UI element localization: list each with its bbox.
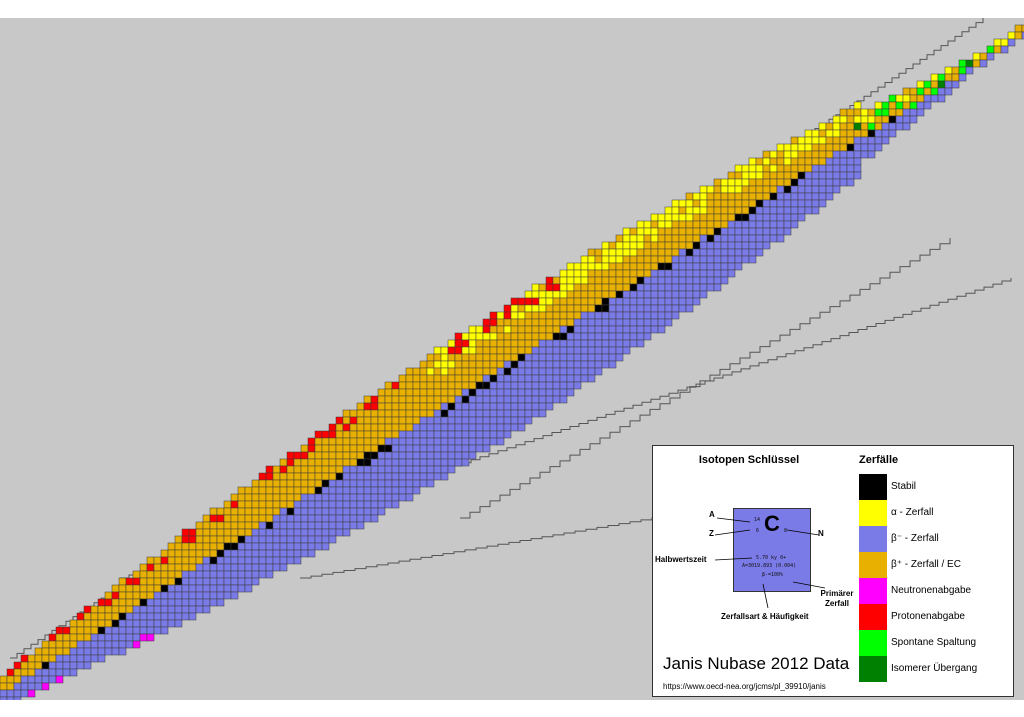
data-source-url: https://www.oecd-nea.org/jcms/pl_39910/j…	[663, 682, 826, 691]
proton-swatch	[859, 604, 887, 630]
legend-label-beta-minus: β⁻ - Zerfall	[891, 533, 939, 544]
nuclide-chart-area	[0, 18, 1024, 700]
decay-modes-title: Zerfälle	[859, 454, 899, 466]
alpha-swatch	[859, 500, 887, 526]
data-source-title: Janis Nubase 2012 Data	[663, 654, 850, 673]
key-label-primary-decay: Primärer Zerfall	[820, 589, 854, 608]
isotope-key-title: Isotopen Schlüssel	[698, 454, 800, 466]
neutron-swatch	[859, 578, 887, 604]
legend-label-isomeric: Isomerer Übergang	[891, 663, 978, 674]
legend-panel: Isotopen Schlüssel Zerfälle C 14 6 8 5.7…	[652, 445, 1014, 697]
fission-swatch	[859, 630, 887, 656]
stable-swatch	[859, 474, 887, 500]
nuclide-band	[0, 24, 1024, 700]
legend-label-stable: Stabil	[891, 481, 917, 492]
isotope-key-box: C 14 6 8 5.70 ky 0+ A=3019.893 (0.004) β…	[733, 508, 811, 592]
legend-label-alpha: α - Zerfall	[891, 507, 934, 518]
key-halflife-value: 5.70 ky 0+	[756, 555, 787, 561]
beta-plus-swatch	[859, 552, 887, 578]
key-label-halflife: Halbwertszeit	[655, 555, 707, 564]
legend-label-neutron: Neutronenabgabe	[891, 585, 972, 596]
key-label-decay-mode: Zerfallsart & Häufigkeit	[721, 612, 809, 621]
beta-minus-swatch	[859, 526, 887, 552]
key-proton-number: 6	[756, 528, 760, 534]
key-decay-value: β-=100%	[762, 572, 784, 578]
isomeric-swatch	[859, 656, 887, 682]
key-mass-number: 14	[754, 517, 761, 523]
legend-label-beta-plus: β⁺ - Zerfall / EC	[891, 559, 961, 570]
key-label-a: A	[709, 510, 715, 519]
legend-label-proton: Protonenabgabe	[891, 611, 965, 622]
nuclide-chart	[0, 18, 1024, 700]
key-label-z: Z	[709, 529, 714, 538]
key-pointer-lines	[714, 517, 826, 609]
key-mass-excess: A=3019.893 (0.004)	[742, 563, 797, 569]
key-neutron-number: 8	[784, 528, 788, 534]
key-label-n: N	[818, 529, 824, 538]
key-element-symbol: C	[764, 511, 780, 536]
legend-label-fission: Spontane Spaltung	[891, 637, 977, 648]
